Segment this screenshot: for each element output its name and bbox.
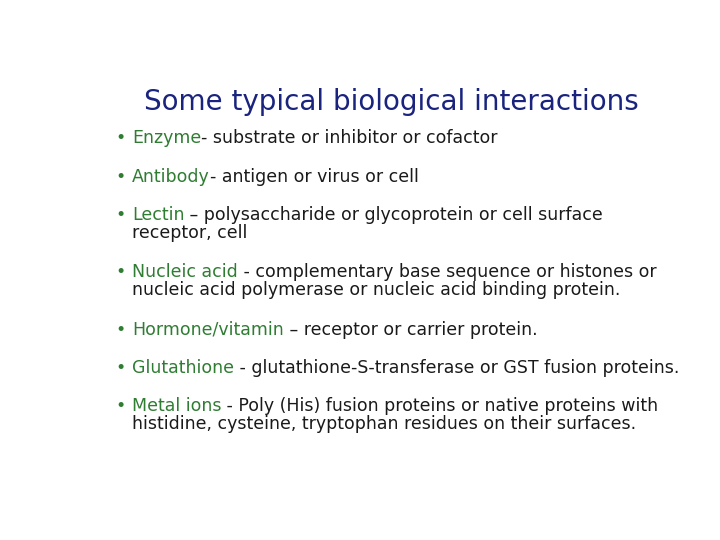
- Text: •: •: [115, 359, 125, 377]
- Text: Hormone/vitamin: Hormone/vitamin: [132, 321, 284, 339]
- Text: receptor, cell: receptor, cell: [132, 224, 247, 242]
- Text: - glutathione-S-transferase or GST fusion proteins.: - glutathione-S-transferase or GST fusio…: [234, 359, 679, 377]
- Text: - substrate or inhibitor or cofactor: - substrate or inhibitor or cofactor: [201, 129, 498, 147]
- Text: •: •: [115, 167, 125, 186]
- Text: Some typical biological interactions: Some typical biological interactions: [144, 87, 639, 116]
- Text: •: •: [115, 397, 125, 415]
- Text: Nucleic acid: Nucleic acid: [132, 263, 238, 281]
- Text: Antibody: Antibody: [132, 167, 210, 186]
- Text: Enzyme: Enzyme: [132, 129, 201, 147]
- Text: nucleic acid polymerase or nucleic acid binding protein.: nucleic acid polymerase or nucleic acid …: [132, 281, 620, 299]
- Text: Metal ions: Metal ions: [132, 397, 221, 415]
- Text: - Poly (His) fusion proteins or native proteins with: - Poly (His) fusion proteins or native p…: [221, 397, 659, 415]
- Text: – receptor or carrier protein.: – receptor or carrier protein.: [284, 321, 537, 339]
- Text: •: •: [115, 129, 125, 147]
- Text: •: •: [115, 321, 125, 339]
- Text: histidine, cysteine, tryptophan residues on their surfaces.: histidine, cysteine, tryptophan residues…: [132, 415, 636, 433]
- Text: Lectin: Lectin: [132, 206, 184, 224]
- Text: •: •: [115, 206, 125, 224]
- Text: Glutathione: Glutathione: [132, 359, 234, 377]
- Text: •: •: [115, 263, 125, 281]
- Text: – polysaccharide or glycoprotein or cell surface: – polysaccharide or glycoprotein or cell…: [184, 206, 603, 224]
- Text: - antigen or virus or cell: - antigen or virus or cell: [210, 167, 418, 186]
- Text: - complementary base sequence or histones or: - complementary base sequence or histone…: [238, 263, 656, 281]
